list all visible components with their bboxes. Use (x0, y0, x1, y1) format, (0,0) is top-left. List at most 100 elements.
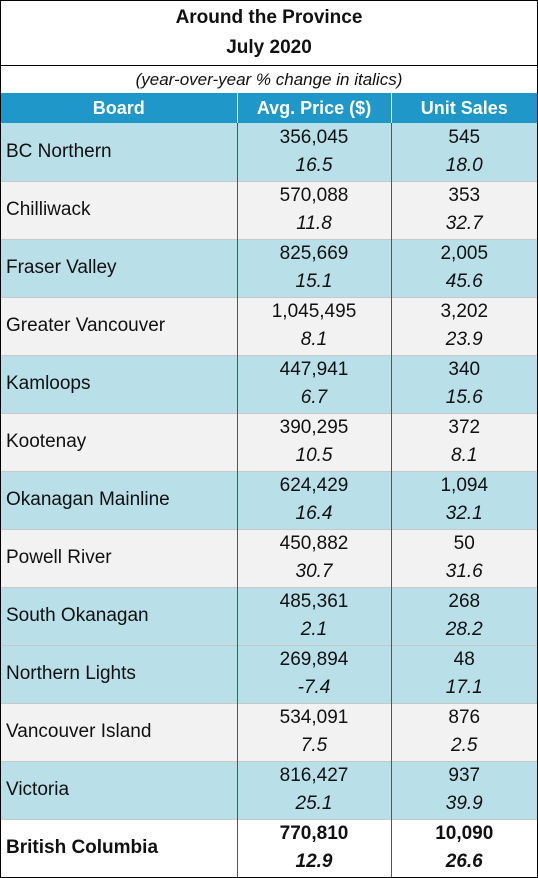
table-row: Fraser Valley 825,669 15.1 2,005 45.6 (1, 238, 537, 297)
unit-sales-change: 23.9 (445, 329, 483, 350)
avg-price-change: 16.4 (295, 503, 333, 524)
avg-price-cell: 570,088 11.8 (236, 180, 391, 239)
table-row: South Okanagan 485,361 2.1 268 28.2 (1, 586, 537, 645)
avg-price: 447,941 (279, 359, 349, 380)
header-board: Board (1, 93, 237, 123)
avg-price: 1,045,495 (271, 301, 357, 322)
avg-price-cell: 534,091 7.5 (236, 702, 391, 761)
unit-sales: 353 (448, 185, 481, 206)
unit-sales: 340 (448, 359, 481, 380)
board-name: BC Northern (1, 123, 238, 181)
avg-price-cell: 356,045 16.5 (236, 123, 391, 181)
table-row: Powell River 450,882 30.7 50 31.6 (1, 528, 537, 587)
total-avg-price-change: 12.9 (295, 851, 333, 873)
total-unit-sales-cell: 10,090 26.6 (390, 818, 537, 877)
avg-price: 816,427 (279, 765, 349, 786)
avg-price-change: 7.5 (300, 735, 328, 756)
table-row: BC Northern 356,045 16.5 545 18.0 (1, 123, 537, 181)
unit-sales-change: 8.1 (451, 445, 478, 466)
header-row: Board Avg. Price ($) Unit Sales (1, 93, 537, 123)
board-name: Northern Lights (1, 644, 238, 703)
page-title: Around the Province (175, 7, 363, 28)
board-name: Greater Vancouver (1, 296, 238, 355)
avg-price: 356,045 (279, 126, 349, 148)
table-row: Greater Vancouver 1,045,495 8.1 3,202 23.9 (1, 296, 537, 355)
board-name: Fraser Valley (1, 238, 238, 297)
board-name: Victoria (1, 760, 238, 819)
unit-sales: 1,094 (440, 475, 489, 496)
table-row: Kootenay 390,295 10.5 372 8.1 (1, 412, 537, 471)
avg-price: 825,669 (279, 243, 349, 264)
avg-price: 269,894 (279, 649, 349, 670)
avg-price: 570,088 (279, 185, 349, 206)
unit-sales-change: 28.2 (445, 619, 483, 640)
board-name: Okanagan Mainline (1, 470, 238, 529)
avg-price: 390,295 (279, 417, 349, 438)
total-board-name: British Columbia (1, 818, 238, 877)
table-row: Victoria 816,427 25.1 937 39.9 (1, 760, 537, 819)
unit-sales-cell: 50 31.6 (390, 528, 537, 587)
unit-sales: 3,202 (440, 301, 489, 322)
unit-sales: 372 (448, 417, 481, 438)
unit-sales-change: 15.6 (445, 387, 483, 408)
avg-price-change: 8.1 (300, 329, 328, 350)
header-avg-price: Avg. Price ($) (236, 93, 391, 123)
total-unit-sales-change: 26.6 (445, 851, 483, 873)
unit-sales: 268 (448, 591, 481, 612)
total-unit-sales: 10,090 (435, 823, 494, 845)
unit-sales: 937 (448, 765, 481, 786)
total-row: British Columbia 770,810 12.9 10,090 26.6 (1, 818, 537, 877)
avg-price-change: 16.5 (295, 154, 333, 176)
data-table: Board Avg. Price ($) Unit Sales BC North… (1, 93, 537, 877)
avg-price-cell: 390,295 10.5 (236, 412, 391, 471)
avg-price-cell: 269,894 -7.4 (236, 644, 391, 703)
unit-sales-cell: 1,094 32.1 (390, 470, 537, 529)
unit-sales: 876 (448, 707, 481, 728)
avg-price-change: 15.1 (295, 271, 333, 292)
unit-sales-change: 17.1 (445, 677, 483, 698)
unit-sales-cell: 545 18.0 (390, 123, 537, 181)
unit-sales-cell: 937 39.9 (390, 760, 537, 819)
unit-sales: 48 (453, 649, 475, 670)
unit-sales-cell: 372 8.1 (390, 412, 537, 471)
header-unit-sales: Unit Sales (390, 93, 537, 123)
board-name: Vancouver Island (1, 702, 238, 761)
title-block: Around the Province July 2020 (1, 1, 537, 66)
unit-sales-cell: 876 2.5 (390, 702, 537, 761)
unit-sales-cell: 340 15.6 (390, 354, 537, 413)
avg-price: 624,429 (279, 475, 349, 496)
avg-price: 485,361 (279, 591, 349, 612)
avg-price-cell: 816,427 25.1 (236, 760, 391, 819)
avg-price-cell: 450,882 30.7 (236, 528, 391, 587)
unit-sales-change: 2.5 (451, 735, 478, 756)
table-row: Kamloops 447,941 6.7 340 15.6 (1, 354, 537, 413)
avg-price-change: 10.5 (295, 445, 333, 466)
board-name: Kootenay (1, 412, 238, 471)
board-name: South Okanagan (1, 586, 238, 645)
page-subtitle: July 2020 (226, 37, 312, 58)
unit-sales-cell: 48 17.1 (390, 644, 537, 703)
avg-price-change: 30.7 (295, 561, 333, 582)
board-name: Kamloops (1, 354, 238, 413)
unit-sales-cell: 353 32.7 (390, 180, 537, 239)
avg-price-cell: 825,669 15.1 (236, 238, 391, 297)
total-avg-price-cell: 770,810 12.9 (236, 818, 391, 877)
table-row: Okanagan Mainline 624,429 16.4 1,094 32.1 (1, 470, 537, 529)
avg-price: 450,882 (279, 533, 349, 554)
unit-sales-cell: 3,202 23.9 (390, 296, 537, 355)
unit-sales-change: 18.0 (445, 154, 483, 176)
unit-sales-cell: 2,005 45.6 (390, 238, 537, 297)
unit-sales: 50 (453, 533, 475, 554)
table-row: Chilliwack 570,088 11.8 353 32.7 (1, 180, 537, 239)
avg-price-change: 6.7 (300, 387, 328, 408)
unit-sales-change: 32.1 (445, 503, 483, 524)
unit-sales-cell: 268 28.2 (390, 586, 537, 645)
avg-price-change: -7.4 (297, 677, 331, 698)
board-name: Powell River (1, 528, 238, 587)
table-note: (year-over-year % change in italics) (135, 70, 403, 89)
avg-price-cell: 1,045,495 8.1 (236, 296, 391, 355)
avg-price-cell: 624,429 16.4 (236, 470, 391, 529)
table-body: BC Northern 356,045 16.5 545 18.0 Chilliwa… (1, 123, 537, 877)
unit-sales: 2,005 (440, 243, 489, 264)
unit-sales: 545 (448, 126, 481, 148)
